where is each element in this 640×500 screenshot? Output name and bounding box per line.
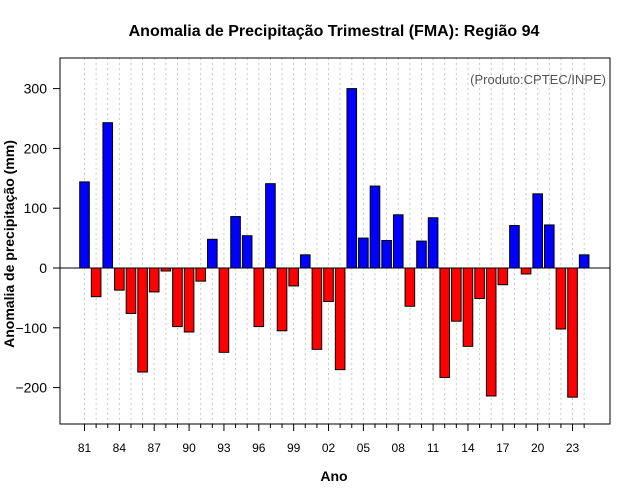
y-axis: −200 −100 0 100 200 300: [15, 81, 60, 396]
x-tick-label: 81: [78, 441, 92, 455]
bar-1998: [276, 267, 288, 332]
bar-1989: [172, 267, 183, 328]
credit-label: (Produto:CPTEC/INPE): [470, 72, 606, 87]
y-tick-label: −200: [15, 380, 47, 396]
bar-1988: [160, 267, 172, 272]
x-tick-label: 93: [217, 441, 231, 455]
bar-1997: [265, 183, 276, 269]
x-tick-label: 90: [182, 441, 196, 455]
bar-2020: [532, 193, 543, 269]
y-tick-label: 200: [24, 140, 48, 156]
bar-1984: [114, 267, 125, 291]
bar-2023: [567, 267, 578, 398]
x-tick-label: 14: [461, 441, 475, 455]
bar-1995: [241, 235, 253, 269]
plot-frame: [59, 57, 611, 425]
bar-2013: [451, 267, 462, 322]
bar-2018: [509, 225, 520, 269]
gridlines: [84, 58, 585, 424]
bar-2019: [520, 267, 532, 275]
bar-1999: [288, 267, 299, 287]
bar-1990: [183, 267, 195, 333]
bar-2001: [311, 267, 323, 350]
bar-1983: [102, 122, 114, 269]
y-axis-label: Anomalia de precipitação (mm): [1, 140, 17, 348]
bar-1986: [137, 267, 148, 373]
bar-1982: [90, 267, 102, 298]
bar-1981: [79, 181, 90, 269]
x-tick-label: 23: [566, 441, 580, 455]
bar-2024: [578, 254, 590, 269]
bar-1994: [230, 216, 241, 269]
bar-2014: [462, 267, 474, 347]
bar-2002: [323, 267, 334, 302]
bar-1991: [195, 267, 206, 282]
bar-2021: [544, 224, 555, 269]
x-axis: 81 84 87 90 93 96 99 02 05 08 11 14 17 20 23: [78, 424, 585, 455]
bar-2005: [358, 237, 369, 269]
x-tick-label: 20: [531, 441, 545, 455]
bar-2003: [334, 267, 346, 371]
bar-1996: [253, 267, 265, 328]
bar-2015: [474, 267, 485, 299]
bar-2010: [416, 240, 427, 269]
x-tick-label: 11: [427, 441, 440, 455]
x-tick-label: 84: [113, 441, 127, 455]
x-axis-label: Ano: [320, 468, 347, 484]
x-tick-label: 99: [287, 441, 301, 455]
x-tick-label: 05: [357, 441, 371, 455]
bar-2006: [369, 185, 381, 269]
y-tick-label: −100: [15, 320, 47, 336]
chart-title: Anomalia de Precipitação Trimestral (FMA…: [129, 23, 540, 40]
bar-2011: [427, 217, 439, 269]
x-tick-label: 17: [496, 441, 510, 455]
bar-2016: [485, 267, 497, 397]
bar-1985: [125, 267, 137, 314]
bar-1987: [148, 267, 160, 293]
y-tick-label: 100: [24, 200, 48, 216]
bar-2012: [439, 267, 451, 378]
x-tick-label: 96: [252, 441, 266, 455]
bar-2009: [404, 267, 416, 307]
bar-2022: [555, 267, 567, 330]
x-tick-label: 87: [148, 441, 162, 455]
y-tick-label: 0: [39, 260, 47, 276]
x-tick-label: 02: [322, 441, 336, 455]
bar-2017: [497, 267, 509, 286]
bar-2008: [392, 214, 404, 269]
bar-2000: [299, 254, 311, 269]
bar-2004: [346, 88, 358, 269]
bar-1993: [218, 267, 230, 353]
x-tick-label: 08: [392, 441, 406, 455]
y-tick-label: 300: [24, 81, 48, 97]
bar-2007: [381, 239, 392, 269]
bars: [79, 88, 590, 398]
bar-1992: [207, 238, 218, 269]
